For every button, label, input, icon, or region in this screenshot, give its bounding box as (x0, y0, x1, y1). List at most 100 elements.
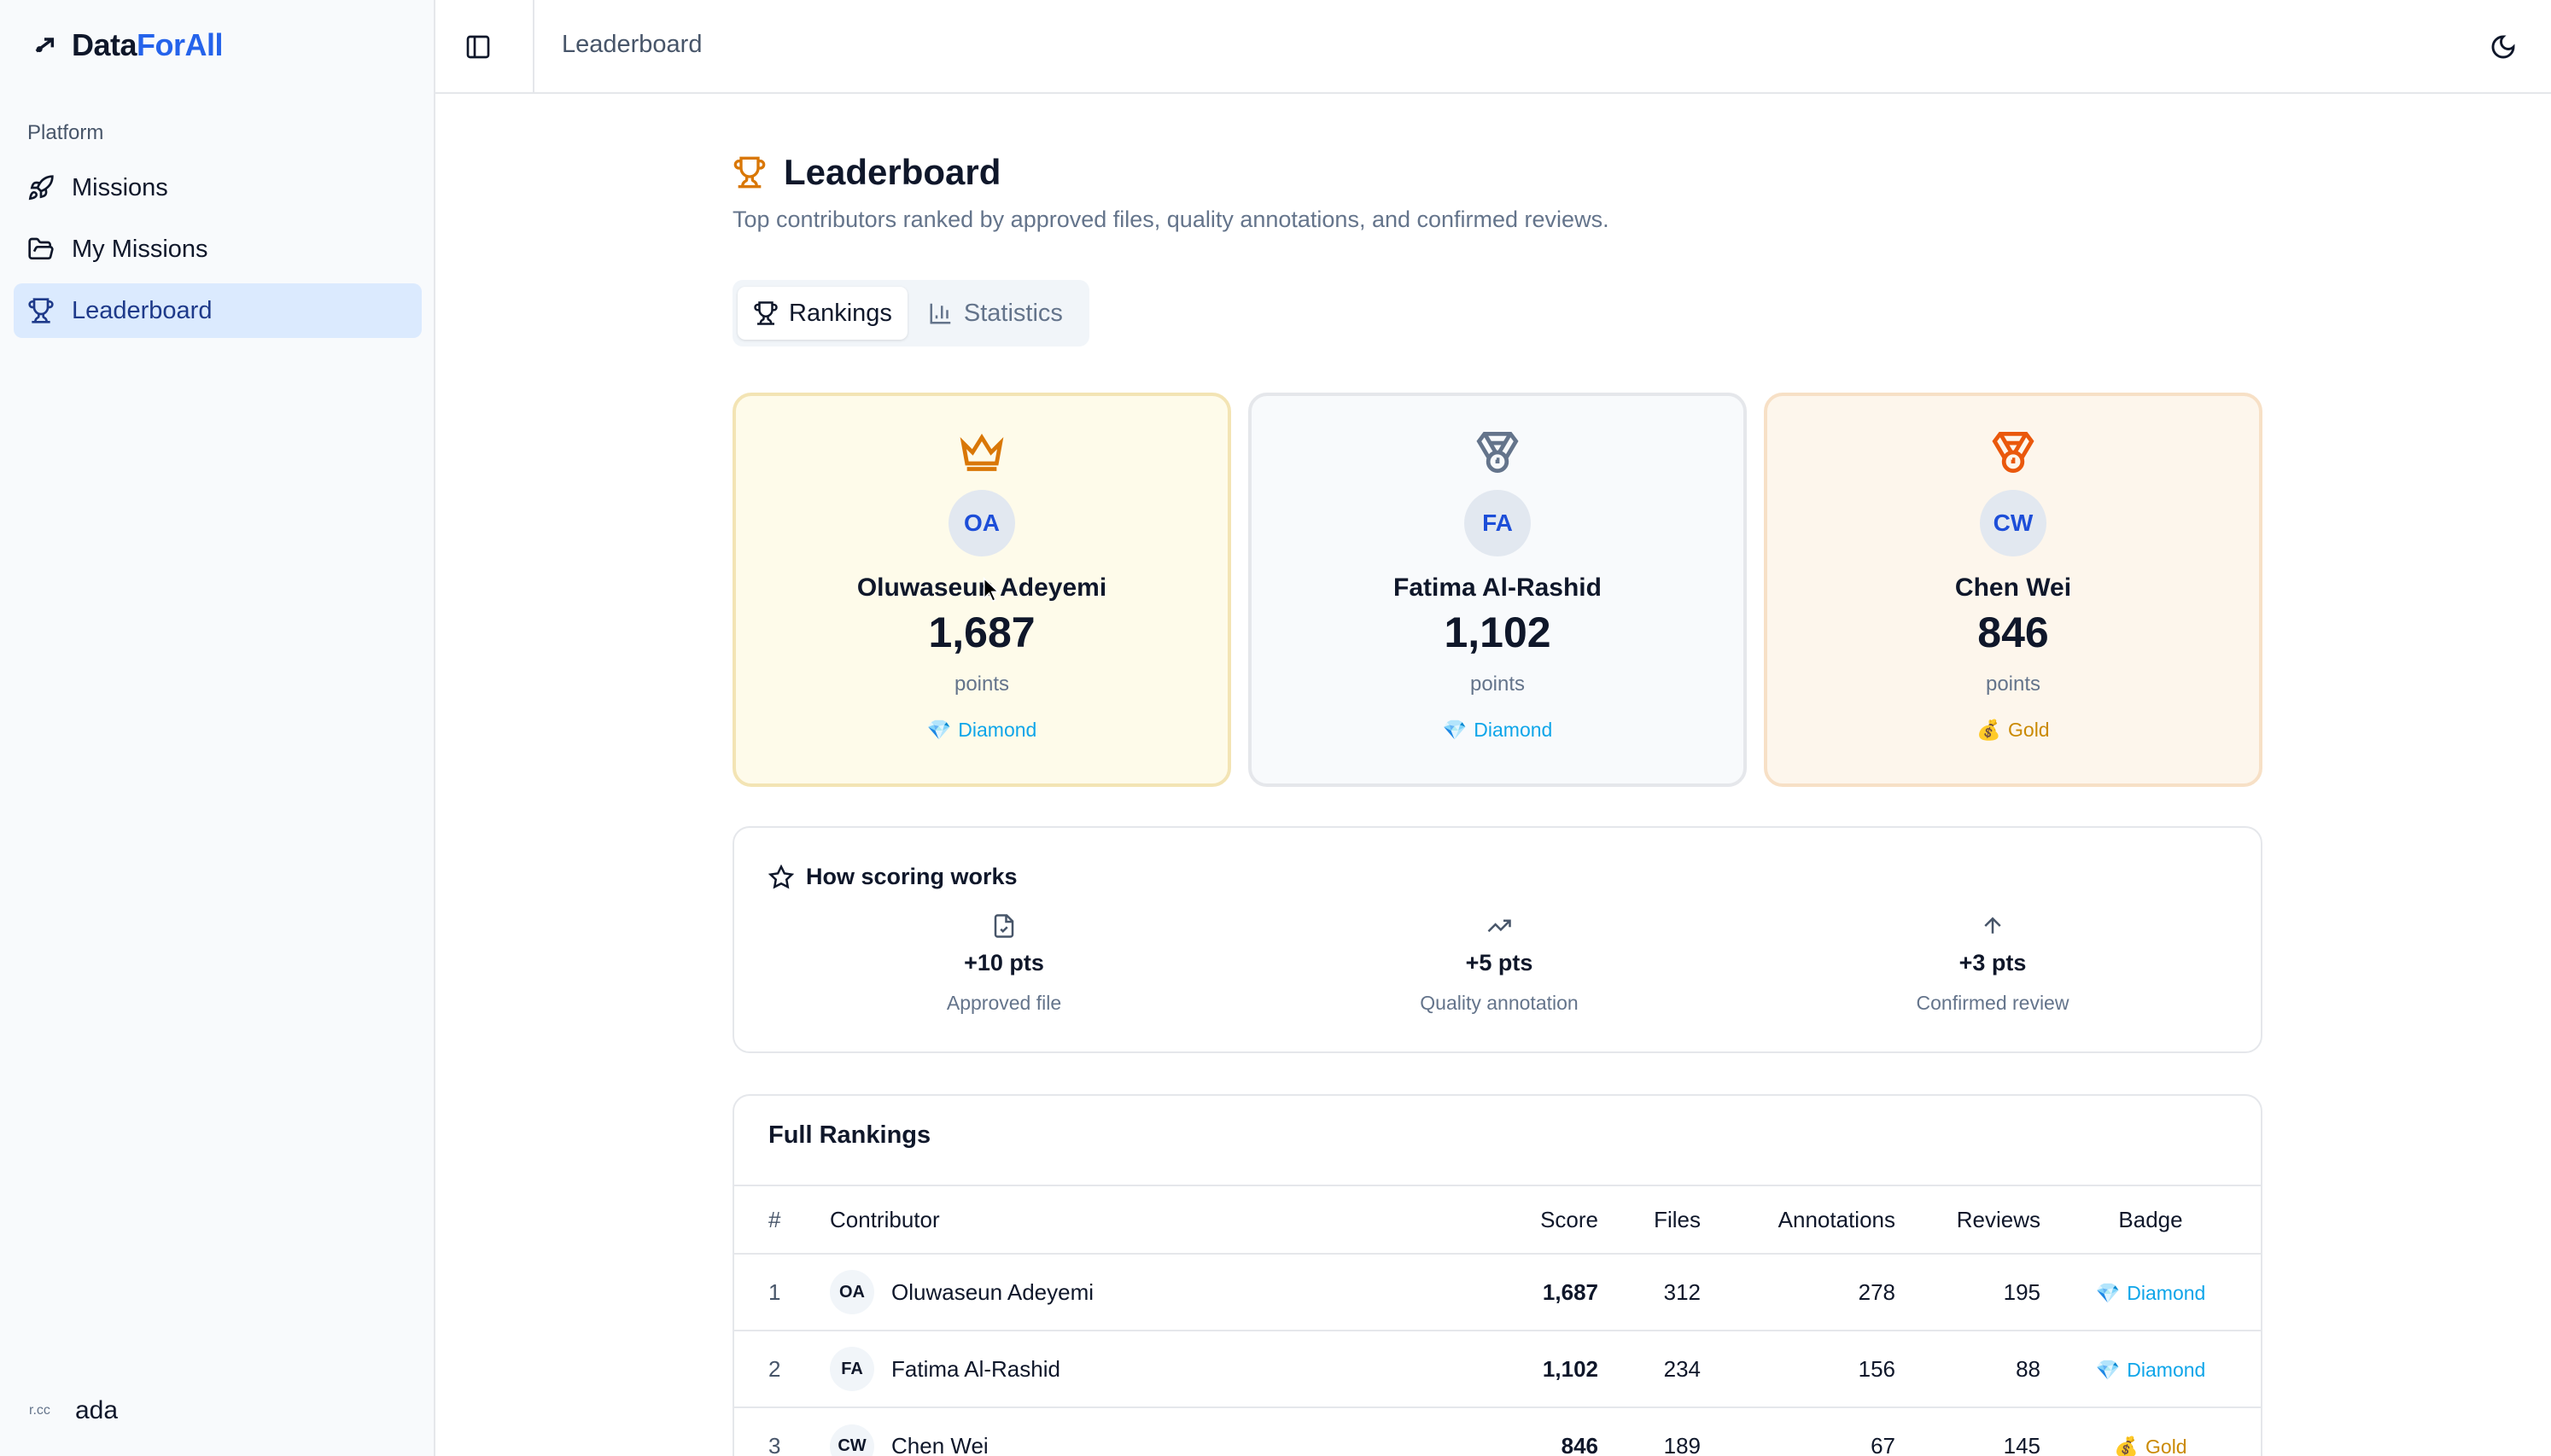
rule-points: +3 pts (1958, 950, 2027, 976)
breadcrumb: Leaderboard (562, 31, 703, 58)
column-badge: Badge (2040, 1185, 2261, 1254)
sidebar: DataForAll Platform Missions My Missions… (0, 0, 435, 1456)
reviews-cell: 88 (1895, 1330, 2040, 1407)
table-row[interactable]: 1 OA Oluwaseun Adeyemi 1,687 312 278 195 … (734, 1253, 2261, 1331)
avatar: OA (830, 1270, 874, 1314)
table-row[interactable]: 3 CW Chen Wei 846 189 67 145 💰 Gold (734, 1406, 2261, 1456)
crown-icon (960, 430, 1004, 475)
sidebar-item-label: Leaderboard (72, 296, 213, 324)
sidebar-nav: Missions My Missions Leaderboard (14, 160, 422, 345)
contributor-score: 1,102 (1444, 609, 1551, 656)
annotations-cell: 156 (1701, 1330, 1895, 1407)
sidebar-item-leaderboard[interactable]: Leaderboard (14, 283, 422, 338)
contributor-score: 1,687 (928, 609, 1036, 656)
mouse-cursor-icon (983, 577, 1001, 603)
points-label: points (954, 673, 1010, 696)
status-badge: 💎 Diamond (2095, 1358, 2206, 1381)
diamond-icon: 💎 (926, 719, 952, 741)
avatar: CW (830, 1424, 874, 1456)
contributor-cell: CW Chen Wei (830, 1406, 1359, 1456)
files-cell: 234 (1598, 1330, 1701, 1407)
user-menu[interactable]: r.cc ada (29, 1396, 118, 1425)
tab-label: Rankings (789, 299, 892, 327)
files-cell: 312 (1598, 1253, 1701, 1331)
view-tabs: Rankings Statistics (733, 280, 1089, 347)
tab-rankings[interactable]: Rankings (738, 287, 908, 340)
scoring-title: How scoring works (806, 864, 1018, 889)
user-name: ada (75, 1396, 119, 1424)
table-header-row: # Contributor Score Files Annotations Re… (734, 1185, 2261, 1254)
annotations-cell: 67 (1701, 1406, 1895, 1456)
tab-statistics[interactable]: Statistics (913, 287, 1078, 340)
score-cell: 1,102 (1359, 1330, 1598, 1407)
scoring-info: How scoring works +10 pts Approved file … (733, 826, 2262, 1053)
medal-icon (1475, 430, 1520, 475)
sidebar-item-label: My Missions (72, 235, 208, 263)
status-badge: 💎 Diamond (1442, 719, 1553, 741)
column-reviews[interactable]: Reviews (1895, 1185, 2040, 1254)
topbar: Leaderboard (435, 0, 2551, 94)
rankings-table: # Contributor Score Files Annotations Re… (734, 1185, 2261, 1456)
star-icon (768, 864, 794, 889)
contributor-name: Chen Wei (891, 1433, 989, 1456)
rule-label: Quality annotation (1420, 992, 1579, 1014)
points-label: points (1985, 673, 2041, 696)
avatar: CW (1980, 490, 2046, 556)
rank-cell: 1 (734, 1253, 830, 1331)
rank-cell: 3 (734, 1406, 830, 1456)
sidebar-toggle-button[interactable] (456, 26, 500, 68)
sidebar-item-my-missions[interactable]: My Missions (14, 222, 422, 277)
page-title: Leaderboard (784, 152, 1001, 192)
contributor-name: Oluwaseun Adeyemi (891, 1278, 1095, 1305)
podium-card-first[interactable]: OA Oluwaseun Adeyemi 1,687 points 💎 Diam… (733, 393, 1231, 787)
brand-logo[interactable]: DataForAll (32, 26, 224, 65)
page-subtitle: Top contributors ranked by approved file… (733, 207, 1609, 232)
rankings-title: Full Rankings (768, 1121, 931, 1149)
table-row[interactable]: 2 FA Fatima Al-Rashid 1,102 234 156 88 💎 D… (734, 1330, 2261, 1407)
column-files[interactable]: Files (1598, 1185, 1701, 1254)
podium-card-third[interactable]: CW Chen Wei 846 points 💰 Gold (1764, 393, 2262, 787)
contributor-name: Fatima Al-Rashid (1393, 574, 1602, 602)
money-bag-icon: 💰 (2114, 1436, 2139, 1456)
rule-points: +5 pts (1465, 950, 1533, 976)
arrow-up-icon (1984, 917, 2001, 934)
theme-toggle-button[interactable] (2481, 26, 2525, 68)
badge-cell: 💎 Diamond (2040, 1330, 2261, 1407)
status-badge: 💰 Gold (1976, 719, 2050, 741)
rule-label: Confirmed review (1916, 992, 2069, 1014)
money-bag-icon: 💰 (1976, 719, 2002, 741)
moon-icon (2491, 35, 2515, 59)
avatar: OA (949, 490, 1015, 556)
avatar: r.cc (29, 1403, 50, 1418)
topbar-divider (533, 0, 534, 94)
tab-label: Statistics (963, 299, 1063, 327)
column-score[interactable]: Score (1359, 1185, 1598, 1254)
sidebar-item-missions[interactable]: Missions (14, 160, 422, 215)
reviews-cell: 145 (1895, 1406, 2040, 1456)
full-rankings: Full Rankings # Contributor Score Files … (733, 1094, 2262, 1456)
points-label: points (1469, 673, 1526, 696)
folder-open-icon (28, 237, 54, 259)
bar-chart-icon (930, 303, 951, 324)
diamond-icon: 💎 (1442, 719, 1468, 741)
trophy-icon (733, 156, 766, 189)
column-annotations[interactable]: Annotations (1701, 1185, 1895, 1254)
contributor-score: 846 (1977, 609, 2049, 656)
sidebar-item-label: Missions (72, 173, 168, 201)
logo-icon (35, 38, 55, 53)
scoring-rule-approved-file: +10 pts Approved file (850, 913, 1158, 1015)
page-header: Leaderboard (733, 152, 1001, 193)
trophy-icon (754, 301, 778, 325)
scoring-header: How scoring works (768, 864, 1018, 890)
trending-up-icon (1487, 919, 1511, 933)
score-cell: 1,687 (1359, 1253, 1598, 1331)
podium-card-second[interactable]: FA Fatima Al-Rashid 1,102 points 💎 Diamo… (1248, 393, 1747, 787)
contributor-name: Chen Wei (1954, 574, 2072, 602)
score-cell: 846 (1359, 1406, 1598, 1456)
medal-icon (1991, 430, 2035, 475)
rocket-icon (28, 175, 54, 201)
column-contributor: Contributor (830, 1185, 1359, 1254)
trophy-icon (28, 298, 54, 323)
reviews-cell: 195 (1895, 1253, 2040, 1331)
